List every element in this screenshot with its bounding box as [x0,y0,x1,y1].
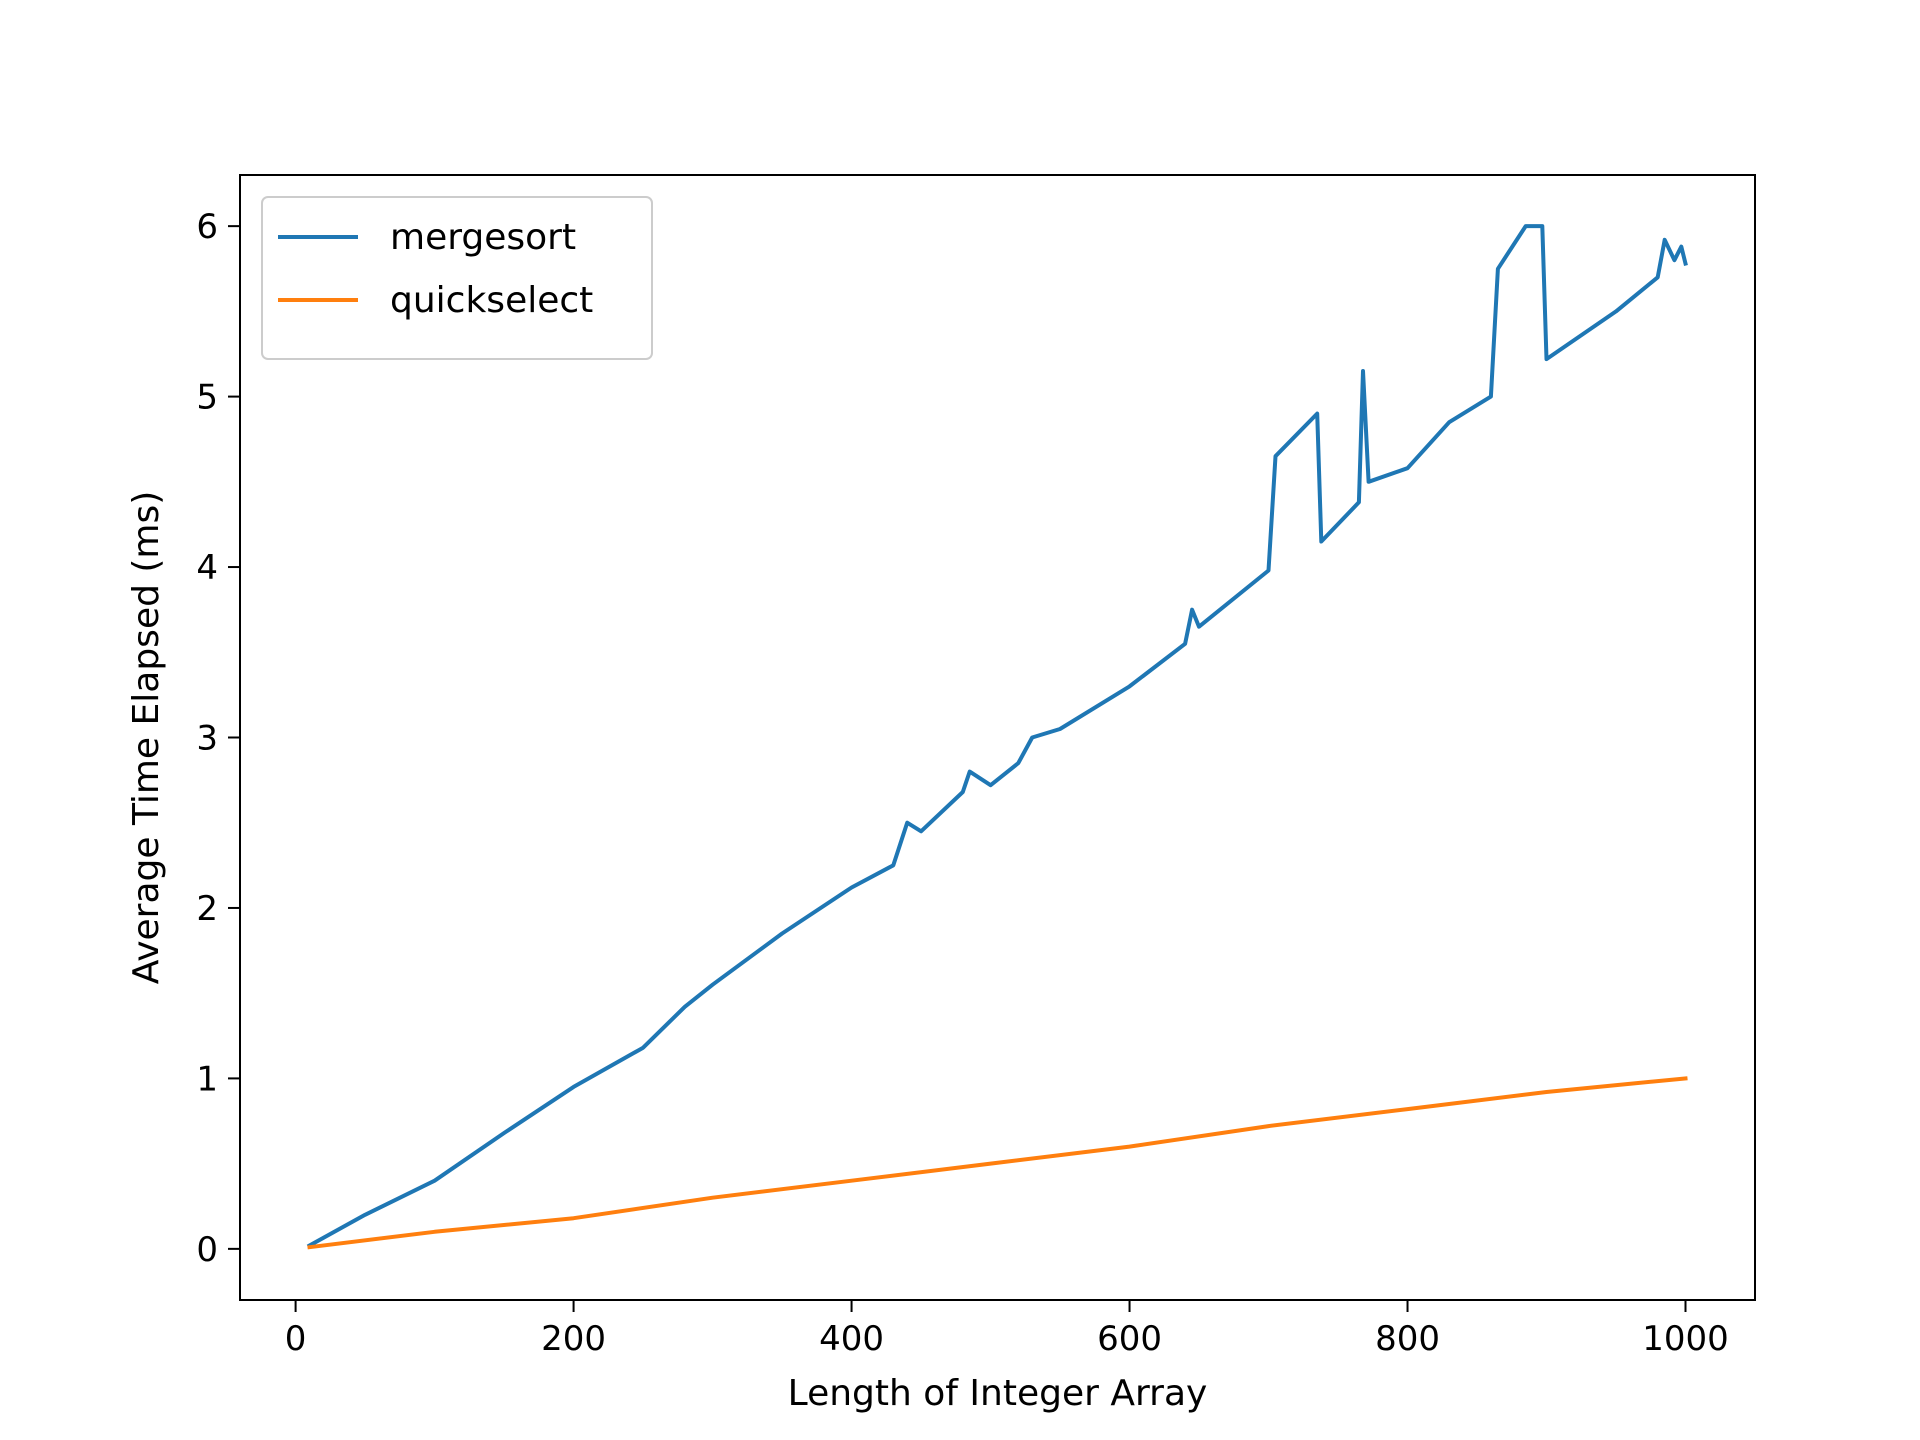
legend-label-quickselect: quickselect [390,280,593,321]
x-tick-label: 600 [1097,1319,1162,1359]
legend-label-mergesort: mergesort [390,217,576,258]
y-axis-ticks: 0 1 2 3 4 5 6 [196,207,240,1270]
x-tick-label: 800 [1375,1319,1440,1359]
y-tick-label: 3 [196,719,218,759]
x-axis-ticks: 0 200 400 600 800 1000 [285,1300,1729,1359]
x-tick-label: 400 [819,1319,884,1359]
y-tick-label: 2 [196,889,218,929]
series-line-mergesort [306,224,1688,1249]
x-axis-label: Length of Integer Array [788,1373,1208,1414]
series-line-quickselect [307,1076,1688,1250]
x-tick-label: 200 [541,1319,606,1359]
plot-area [240,175,1755,1300]
series-layer [306,224,1688,1250]
y-tick-label: 5 [196,378,218,418]
y-tick-label: 4 [196,548,218,588]
y-tick-label: 1 [196,1059,218,1099]
x-tick-label: 1000 [1642,1319,1729,1359]
x-tick-label: 0 [285,1319,307,1359]
legend: mergesort quickselect [261,196,653,360]
legend-box [261,196,653,360]
y-tick-label: 6 [196,207,218,247]
y-tick-label: 0 [196,1230,218,1270]
y-axis-label: Average Time Elapsed (ms) [126,491,167,985]
